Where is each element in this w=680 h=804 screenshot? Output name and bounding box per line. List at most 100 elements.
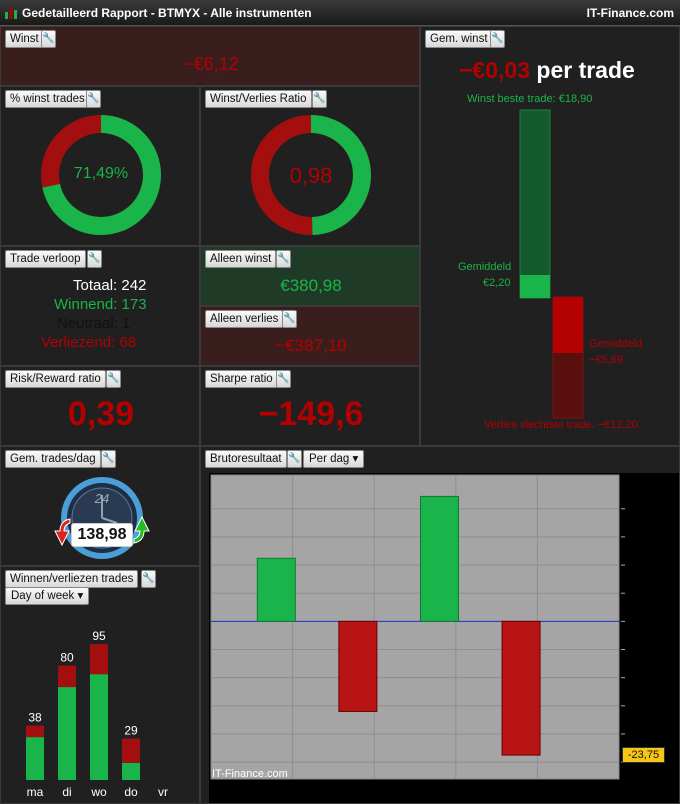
- arrow-down-icon: [54, 518, 71, 547]
- app-logo-icon: [5, 8, 17, 19]
- wv-label: Winnen/verliezen trades: [10, 573, 134, 585]
- x-tick-label: wo: [90, 785, 107, 799]
- loss-bar: [501, 620, 541, 756]
- wrench-icon[interactable]: 🔧: [490, 30, 505, 48]
- profit-bar: [419, 495, 459, 622]
- alleen-verlies-header[interactable]: Alleen verlies: [205, 310, 284, 328]
- wrench-icon[interactable]: 🔧: [101, 450, 116, 468]
- wrench-icon[interactable]: 🔧: [282, 310, 297, 328]
- ratio-value: 0,98: [289, 163, 333, 188]
- avg-loss-bar: [553, 297, 583, 353]
- risk-header[interactable]: Risk/Reward ratio: [5, 370, 106, 388]
- alleen-verlies-label: Alleen verlies: [210, 313, 279, 325]
- bruto-chart: [210, 474, 625, 780]
- avg-win-value: €2,20: [483, 277, 511, 289]
- clock-number: 24: [94, 491, 110, 506]
- alleen-winst-header[interactable]: Alleen winst: [205, 250, 277, 268]
- ratio-label: Winst/Verlies Ratio: [210, 93, 307, 105]
- gem-trades-panel: Gem. trades/dag 🔧 24 138,98: [0, 446, 200, 566]
- best-trade-label: Winst beste trade: €18,90: [467, 93, 593, 105]
- pct-winst-panel: % winst trades 🔧 71,49%: [0, 86, 200, 246]
- donut-win-ring: [251, 115, 371, 235]
- avg-win-label: Gemiddeld: [458, 261, 512, 273]
- loss-bar: [338, 620, 378, 712]
- wrench-icon[interactable]: 🔧: [312, 90, 327, 108]
- bruto-header[interactable]: Brutoresultaat: [205, 450, 287, 468]
- gem-winst-panel: Gem. winst 🔧 −€0,03 per trade Winst best…: [420, 26, 680, 446]
- wv-header[interactable]: Winnen/verliezen trades: [5, 570, 139, 588]
- verloop-verliezend: Verliezend: 68: [41, 334, 137, 351]
- alleen-winst-label: Alleen winst: [210, 253, 272, 265]
- alleen-verlies-value: −€387,10: [275, 336, 347, 355]
- gem-winst-label: Gem. winst: [430, 33, 488, 45]
- gem-trades-header[interactable]: Gem. trades/dag: [5, 450, 101, 468]
- best-trade-bar: [519, 109, 551, 299]
- avg-loss-label: Gemiddeld: [589, 338, 643, 350]
- gem-winst-headline: −€0,03 per trade: [459, 57, 679, 84]
- verloop-panel: Trade verloop 🔧 Totaal: 242 Winnend: 173…: [0, 246, 200, 366]
- bruto-dropdown-label: Per dag: [309, 453, 350, 465]
- verloop-neutraal: Neutraal: 1: [57, 315, 131, 332]
- sharpe-label: Sharpe ratio: [210, 373, 273, 385]
- wv-chart: 38 ma 80 di 95 wo 29 do vr: [26, 629, 168, 799]
- sharpe-header[interactable]: Sharpe ratio: [205, 370, 278, 388]
- pct-winst-value: 71,49%: [73, 165, 129, 182]
- wrench-icon[interactable]: 🔧: [41, 30, 56, 48]
- brand-label: IT-Finance.com: [586, 6, 674, 20]
- title-bar: Gedetailleerd Rapport - BTMYX - Alle ins…: [0, 0, 680, 26]
- winst-label: Winst: [10, 33, 39, 45]
- alleen-verlies-panel: Alleen verlies 🔧 −€387,10: [200, 306, 420, 366]
- loss-bar: [90, 644, 108, 675]
- risk-value: 0,39: [67, 395, 135, 433]
- chevron-down-icon: ▾: [352, 453, 359, 465]
- winst-value: −€6,12: [183, 54, 239, 74]
- wrench-icon[interactable]: 🔧: [287, 450, 302, 468]
- verloop-header[interactable]: Trade verloop: [5, 250, 86, 268]
- ratio-header[interactable]: Winst/Verlies Ratio: [205, 90, 312, 108]
- avg-loss-value: −€5,69: [589, 354, 623, 366]
- bar-total-label: 95: [92, 629, 106, 643]
- worst-trade-label: Verlies slechtste trade: −€12,20: [484, 419, 638, 431]
- chevron-down-icon: ▾: [77, 590, 84, 602]
- verloop-winnend: Winnend: 173: [54, 296, 147, 313]
- win-bar: [26, 737, 44, 780]
- x-tick-label: do: [124, 785, 138, 799]
- loss-bar: [26, 725, 44, 738]
- bruto-panel: Brutoresultaat 🔧 Per dag ▾ IT-Finance.co…: [200, 446, 680, 804]
- wrench-icon[interactable]: 🔧: [86, 90, 101, 108]
- win-bar: [90, 674, 108, 780]
- verloop-label: Trade verloop: [10, 253, 81, 265]
- wrench-icon[interactable]: 🔧: [87, 250, 102, 268]
- wrench-icon[interactable]: 🔧: [106, 370, 121, 388]
- loss-bar: [58, 665, 76, 688]
- wrench-icon[interactable]: 🔧: [141, 570, 156, 588]
- bar-total-label: 80: [60, 651, 74, 665]
- bruto-last-value: -23,75: [622, 747, 665, 763]
- gem-trades-value: 138,98: [71, 523, 133, 547]
- pct-winst-label: % winst trades: [10, 93, 85, 105]
- risk-label: Risk/Reward ratio: [10, 373, 101, 385]
- gem-winst-bars: [519, 109, 584, 419]
- alleen-winst-value: €380,98: [280, 276, 342, 295]
- bar-total-label: 38: [28, 711, 42, 725]
- wrench-icon[interactable]: 🔧: [276, 370, 291, 388]
- win-bar: [58, 687, 76, 780]
- bar-total-label: 29: [124, 724, 138, 738]
- winst-panel: Winst 🔧 −€6,12: [0, 26, 420, 86]
- risk-panel: Risk/Reward ratio 🔧 0,39: [0, 366, 200, 446]
- sharpe-value: −149,6: [258, 395, 364, 433]
- pct-winst-header[interactable]: % winst trades: [5, 90, 90, 108]
- x-tick-label: vr: [158, 785, 168, 799]
- sharpe-panel: Sharpe ratio 🔧 −149,6: [200, 366, 420, 446]
- winst-header[interactable]: Winst: [5, 30, 44, 48]
- bruto-period-dropdown[interactable]: Per dag ▾: [303, 450, 365, 468]
- verloop-totaal: Totaal: 242: [73, 277, 147, 294]
- gem-winst-header[interactable]: Gem. winst: [425, 30, 493, 48]
- wrench-icon[interactable]: 🔧: [276, 250, 291, 268]
- alleen-winst-panel: Alleen winst 🔧 €380,98: [200, 246, 420, 306]
- bruto-watermark: IT-Finance.com: [212, 768, 288, 780]
- gem-winst-value: −€0,03: [459, 57, 530, 83]
- wv-period-dropdown[interactable]: Day of week ▾: [5, 587, 90, 605]
- profit-bar: [256, 557, 296, 622]
- donut-win-ring: [41, 115, 161, 235]
